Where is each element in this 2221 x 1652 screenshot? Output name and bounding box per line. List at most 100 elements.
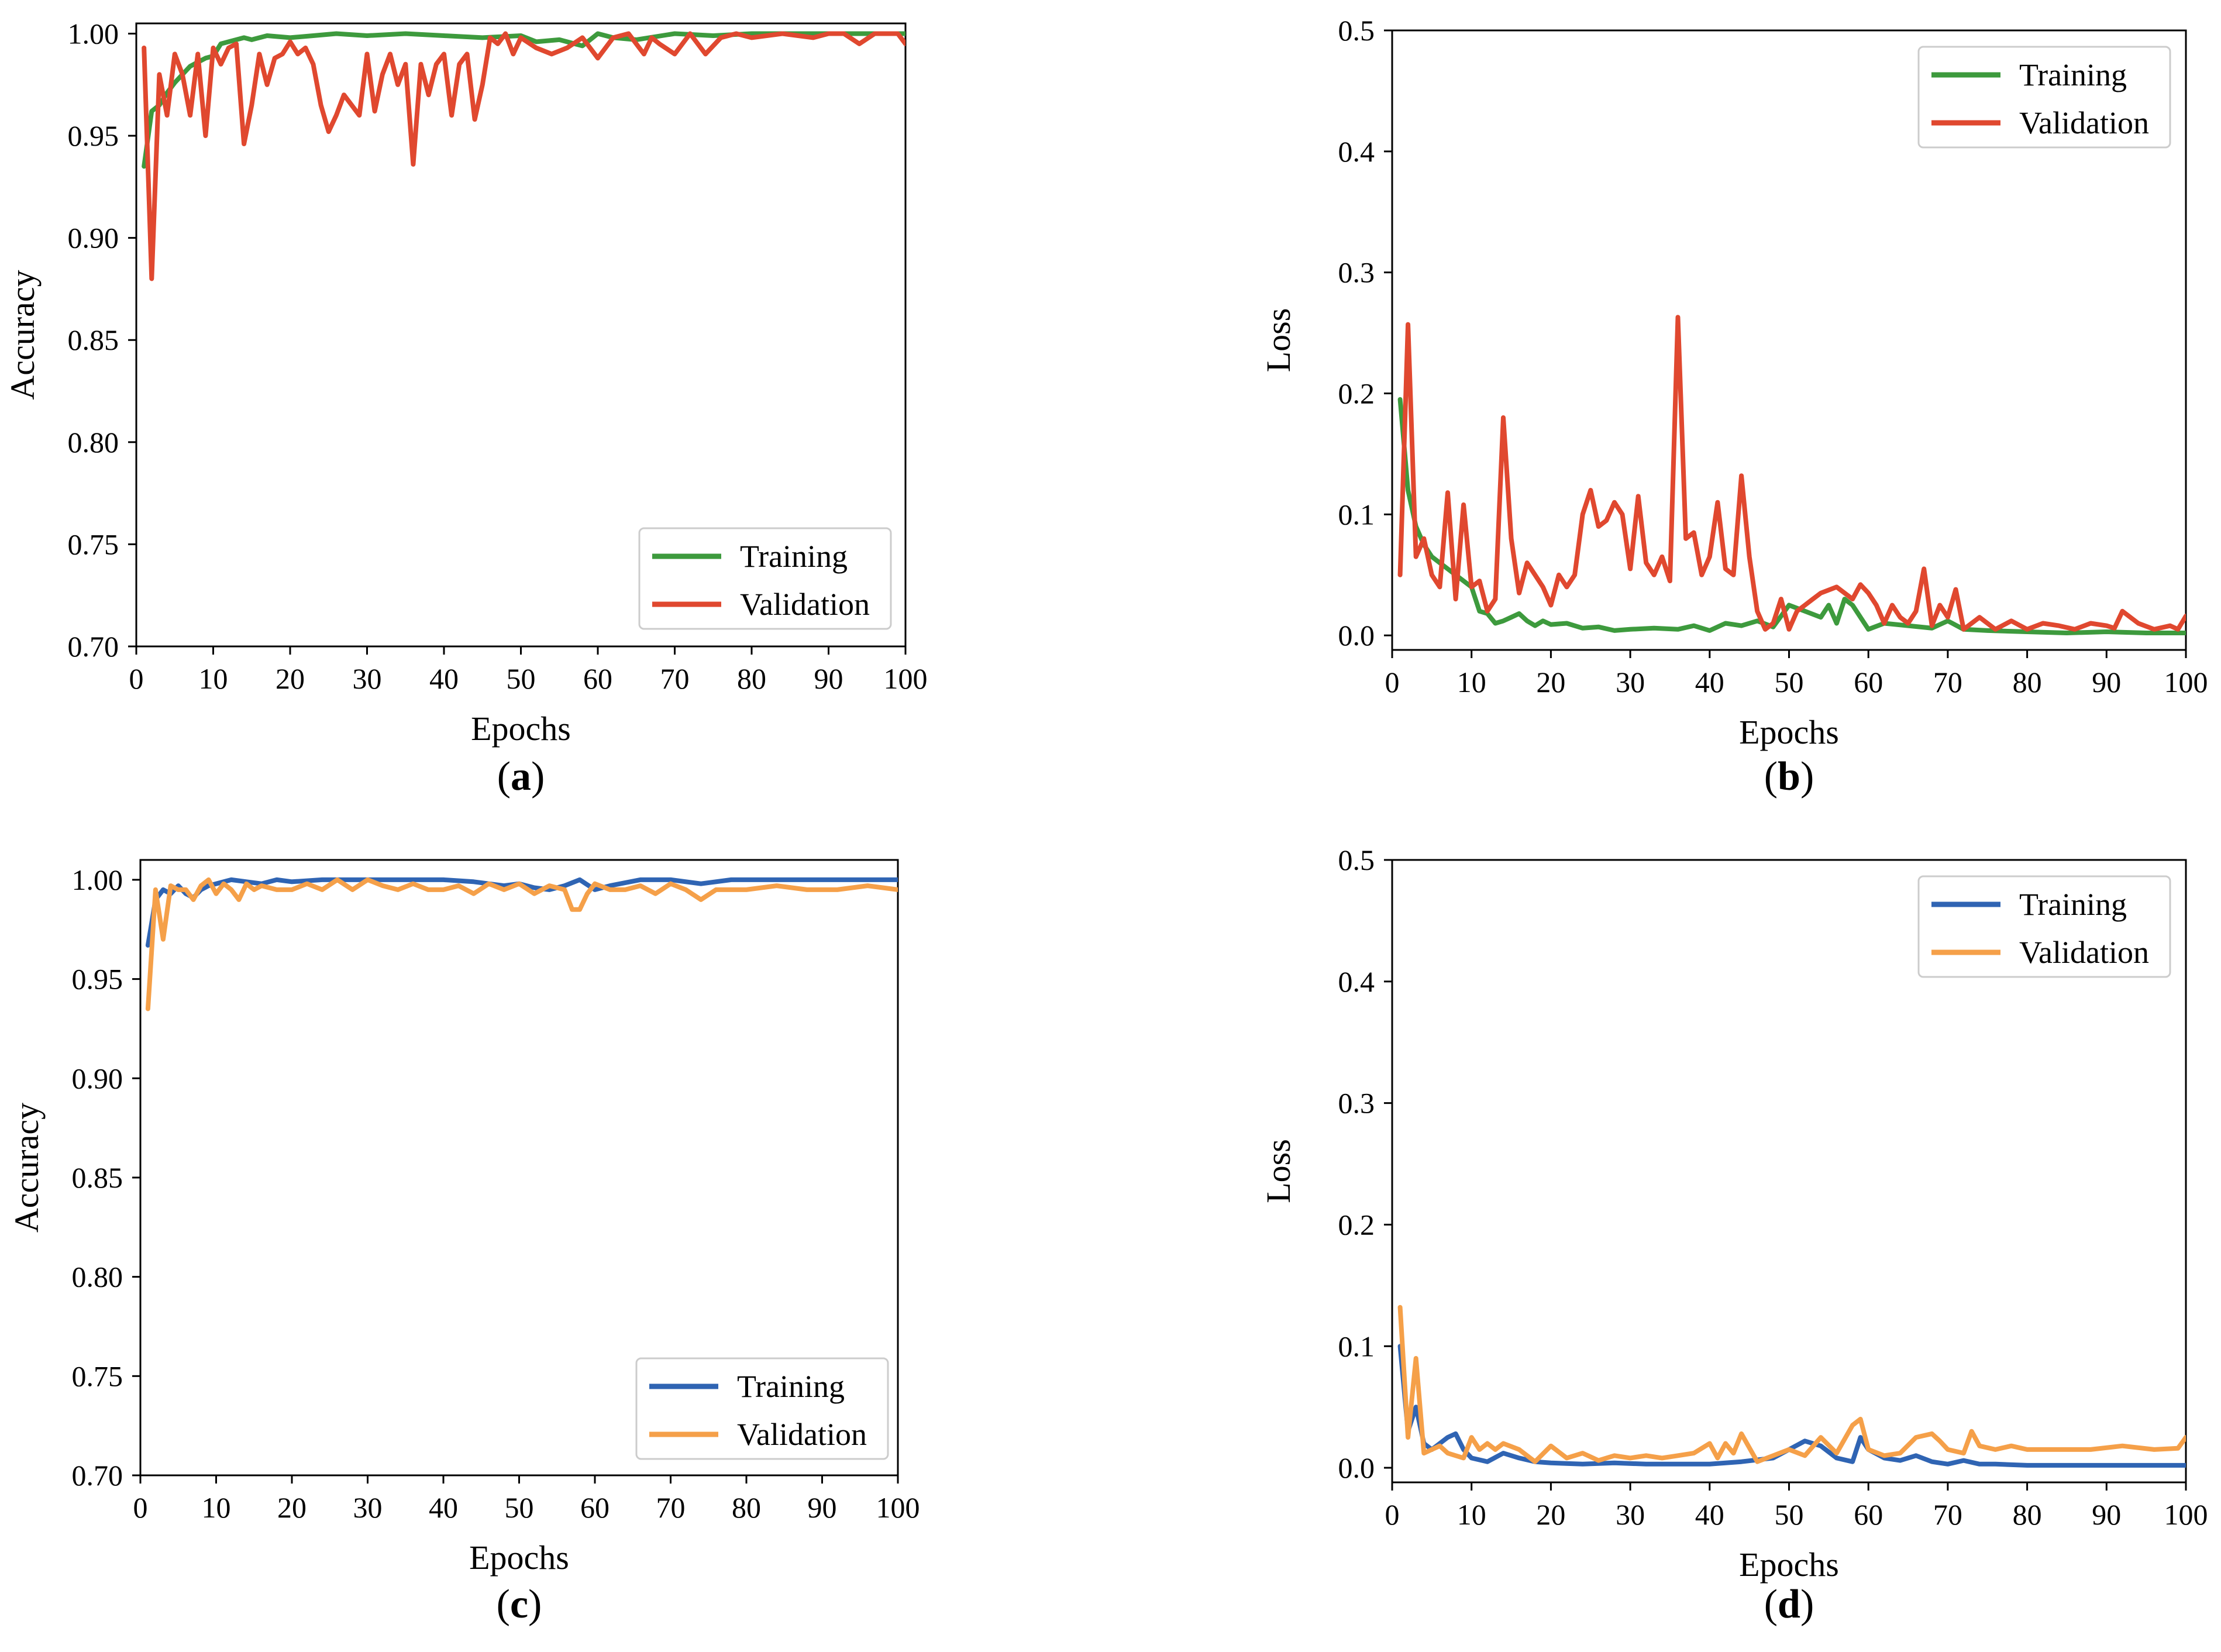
panel-letter: d [1778,1582,1800,1627]
panel-label: (d) [1764,1582,1814,1627]
x-tick-label: 80 [2013,666,2042,698]
x-tick-label: 40 [1695,1498,1724,1531]
x-tick-label: 100 [876,1491,920,1524]
y-tick-label: 0.90 [72,1062,123,1095]
x-tick-label: 30 [353,662,382,695]
series-line-training [142,31,905,169]
y-tick-label: 0.3 [1338,256,1375,289]
y-tick-label: 0.85 [72,1161,123,1194]
panel-letter: c [510,1582,528,1627]
x-tick-label: 20 [276,662,305,695]
legend: Training Validation [638,527,892,630]
y-tick-label: 0.75 [68,528,119,560]
x-tick-label: 0 [1385,1498,1400,1531]
legend-label-training: Training [2019,57,2127,92]
y-tick-label: 0.70 [72,1459,123,1492]
legend: Training Validation [1917,875,2171,978]
y-tick-label: 1.00 [72,863,123,896]
y-axis-title: Loss [1259,1139,1297,1203]
x-tick-label: 10 [1457,1498,1486,1531]
x-tick-label: 90 [808,1491,837,1524]
y-tick-label: 0.75 [72,1360,123,1392]
y-tick-label: 0.80 [72,1261,123,1293]
x-tick-label: 10 [199,662,228,695]
legend-label-validation: Validation [2019,105,2149,140]
chart-panel-a: 0 10 20 30 40 50 60 70 80 90 100 0.70 0.75 0.80 0.85 0.… [4,17,928,799]
chart-panel-c: 0 10 20 30 40 50 60 70 80 90 100 0.70 0.75 0.80 0.85 0.… [8,859,920,1627]
y-axis-title: Accuracy [4,270,42,400]
legend-label-training: Training [737,1369,845,1404]
panel-label: (a) [497,754,545,799]
series-line-validation [145,877,898,1011]
series-line-validation [1397,1305,2186,1464]
x-axis-title: Epochs [471,710,571,748]
legend-label-validation: Validation [2019,935,2149,970]
x-tick-label: 90 [2092,666,2121,698]
series-line-validation [1397,315,2186,632]
x-tick-label: 40 [429,1491,458,1524]
x-tick-label: 80 [732,1491,761,1524]
y-axis-title: Accuracy [8,1103,46,1233]
x-tick-label: 80 [2013,1498,2042,1531]
y-tick-label: 0.5 [1338,844,1375,876]
x-axis-title: Epochs [1739,1546,1839,1584]
series-line-training [1397,397,2186,635]
x-tick-label: 70 [660,662,690,695]
y-tick-label: 0.90 [68,222,119,254]
y-tick-label: 0.95 [72,963,123,996]
x-axis-title: Epochs [469,1539,569,1577]
x-tick-label: 70 [1933,1498,1962,1531]
y-tick-label: 0.70 [68,630,119,663]
x-tick-label: 50 [1775,666,1804,698]
y-axis-title: Loss [1259,308,1297,373]
x-tick-label: 0 [133,1491,148,1524]
y-tick-label: 0.2 [1338,1208,1375,1241]
x-tick-label: 70 [656,1491,686,1524]
x-tick-label: 60 [583,662,612,695]
legend: Training Validation [1917,46,2171,149]
x-tick-label: 50 [507,662,536,695]
legend-label-validation: Validation [737,1417,867,1452]
y-tick-label: 1.00 [68,17,119,50]
x-tick-label: 20 [1536,1498,1565,1531]
x-tick-label: 50 [505,1491,534,1524]
y-tick-label: 0.5 [1338,14,1375,47]
x-tick-label: 10 [1457,666,1486,698]
legend-label-training: Training [2019,887,2127,922]
y-tick-label: 0.1 [1338,1330,1375,1362]
x-tick-label: 30 [1616,1498,1645,1531]
x-tick-label: 30 [353,1491,383,1524]
x-tick-label: 20 [277,1491,307,1524]
chart-panel-b: 0 10 20 30 40 50 60 70 80 90 100 0.0 0.1 0.2 0.3 0.4 0.5… [1259,14,2208,799]
x-tick-label: 90 [814,662,843,695]
x-tick-label: 60 [580,1491,610,1524]
x-tick-label: 100 [884,662,928,695]
panel-letter: a [511,754,531,799]
y-tick-label: 0.4 [1338,965,1375,998]
x-tick-label: 60 [1854,1498,1883,1531]
y-tick-label: 0.95 [68,119,119,152]
y-tick-label: 0.3 [1338,1087,1375,1120]
x-tick-label: 0 [1385,666,1400,698]
chart-panel-d: 0 10 20 30 40 50 60 70 80 90 100 0.0 0.1 0.2 0.3 0.4 0.5… [1259,844,2208,1627]
panel-label: (c) [497,1582,542,1627]
legend-label-training: Training [740,539,848,574]
x-tick-label: 80 [737,662,766,695]
panel-label: (b) [1764,754,1814,799]
y-tick-label: 0.0 [1338,619,1375,652]
x-tick-label: 50 [1775,1498,1804,1531]
x-tick-label: 30 [1616,666,1645,698]
x-tick-label: 0 [129,662,144,695]
x-tick-label: 70 [1933,666,1962,698]
y-tick-label: 0.0 [1338,1451,1375,1484]
y-tick-label: 0.1 [1338,498,1375,531]
panel-letter: b [1778,754,1800,799]
series-line-validation [142,31,905,281]
x-tick-label: 100 [2164,1498,2208,1531]
legend-label-validation: Validation [740,587,870,622]
x-tick-label: 100 [2164,666,2208,698]
x-tick-label: 40 [429,662,459,695]
y-tick-label: 0.4 [1338,135,1375,168]
